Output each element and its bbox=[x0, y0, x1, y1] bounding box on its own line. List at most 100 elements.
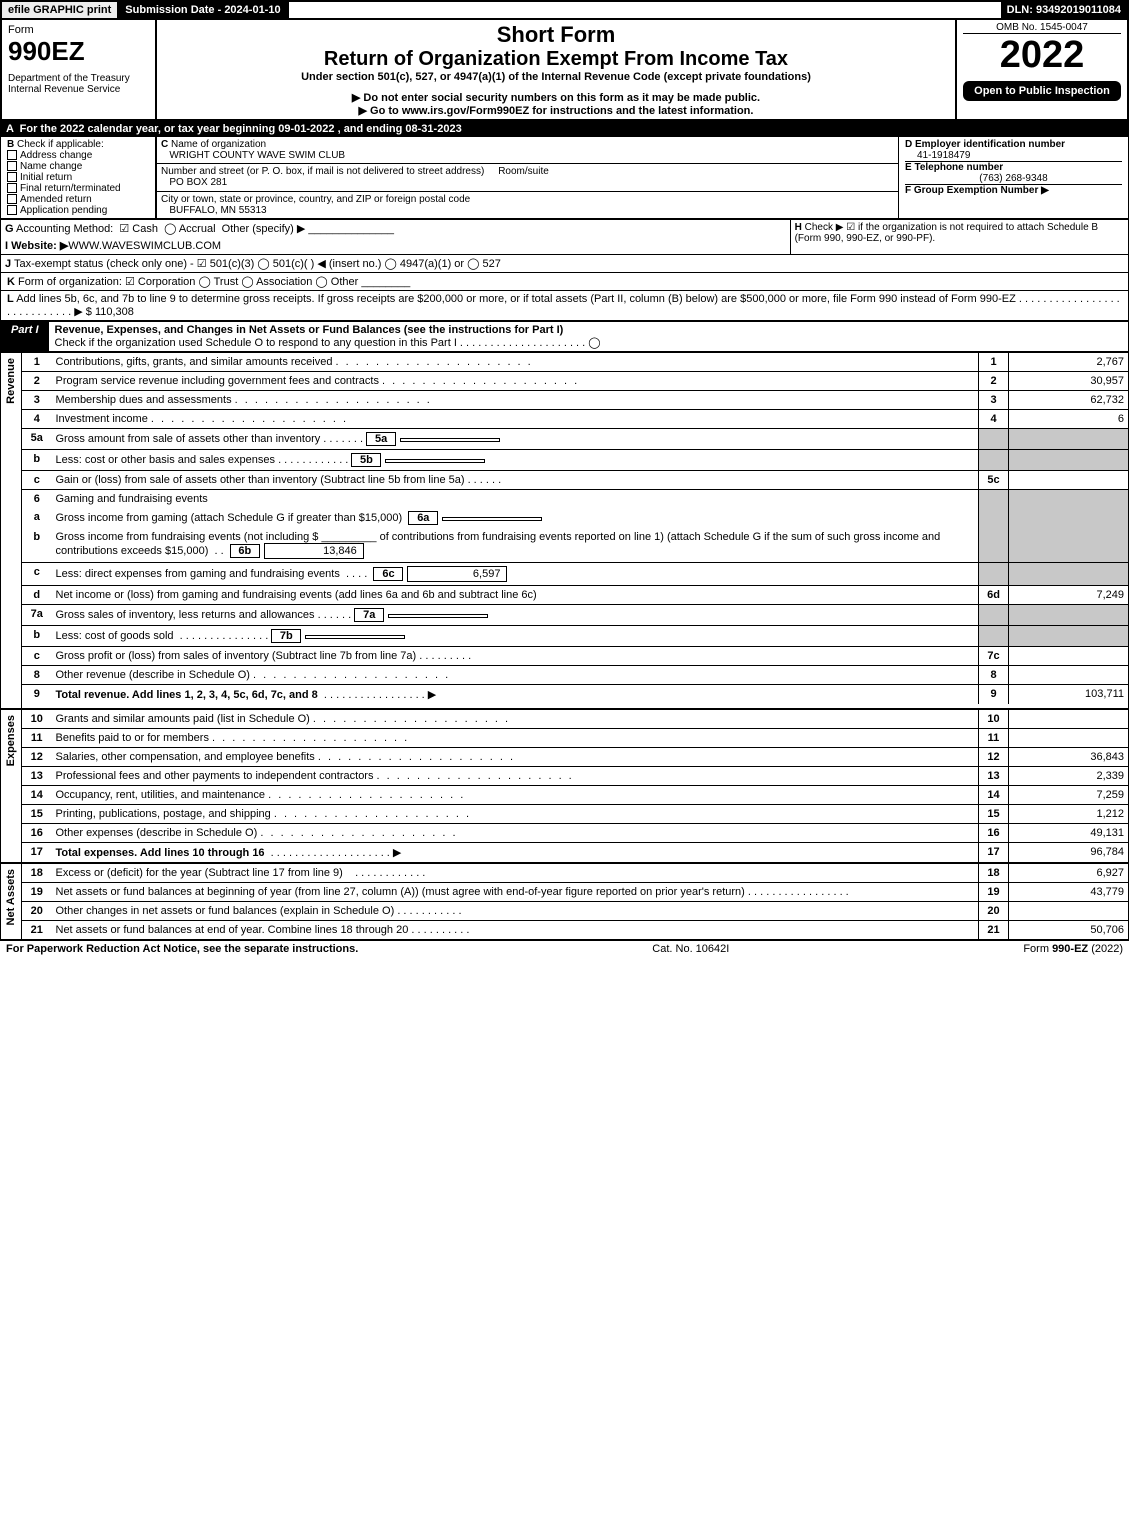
form-number: 990EZ bbox=[8, 36, 149, 67]
k-text: Form of organization: ☑ Corporation ◯ Tr… bbox=[18, 276, 358, 288]
line6b-subval: 13,846 bbox=[264, 543, 364, 559]
line18-text: Excess or (deficit) for the year (Subtra… bbox=[56, 867, 343, 879]
note-ssn: ▶ Do not enter social security numbers o… bbox=[163, 91, 949, 104]
line4-num: 4 bbox=[979, 410, 1009, 429]
line13-amt: 2,339 bbox=[1009, 767, 1129, 786]
line6-text: Gaming and fundraising events bbox=[52, 490, 979, 509]
lines-table: Revenue 1Contributions, gifts, grants, a… bbox=[0, 352, 1129, 940]
side-netassets: Net Assets bbox=[5, 867, 17, 927]
f-label: Group Exemption Number ▶ bbox=[914, 185, 1049, 196]
line5a-subval bbox=[400, 438, 500, 442]
l-row: L Add lines 5b, 6c, and 7b to line 9 to … bbox=[0, 291, 1129, 321]
line19-amt: 43,779 bbox=[1009, 883, 1129, 902]
line6b-text1: Gross income from fundraising events (no… bbox=[56, 531, 319, 543]
subtitle: Under section 501(c), 527, or 4947(a)(1)… bbox=[163, 71, 949, 83]
line1-num: 1 bbox=[979, 353, 1009, 372]
l-text: Add lines 5b, 6c, and 7b to line 9 to de… bbox=[7, 293, 1120, 318]
k-row: K Form of organization: ☑ Corporation ◯ … bbox=[0, 273, 1129, 291]
form-header: Form 990EZ Department of the Treasury In… bbox=[0, 20, 1129, 121]
line2-text: Program service revenue including govern… bbox=[56, 375, 379, 387]
opt-final-return: Final return/terminated bbox=[20, 183, 121, 194]
line3-text: Membership dues and assessments bbox=[56, 394, 232, 406]
submission-date-button[interactable]: Submission Date - 2024-01-10 bbox=[119, 2, 288, 18]
opt-initial-return: Initial return bbox=[20, 172, 72, 183]
line5c-num: 5c bbox=[979, 471, 1009, 490]
line21-amt: 50,706 bbox=[1009, 921, 1129, 940]
top-bar: efile GRAPHIC print Submission Date - 20… bbox=[0, 0, 1129, 20]
line5c-amt bbox=[1009, 471, 1129, 490]
line15-amt: 1,212 bbox=[1009, 805, 1129, 824]
line6d-amt: 7,249 bbox=[1009, 586, 1129, 605]
line14-text: Occupancy, rent, utilities, and maintena… bbox=[56, 789, 266, 801]
line11-num: 11 bbox=[979, 729, 1009, 748]
line3-num: 3 bbox=[979, 391, 1009, 410]
line7c-num: 7c bbox=[979, 647, 1009, 666]
chk-address-change[interactable] bbox=[7, 150, 17, 160]
line21-text: Net assets or fund balances at end of ye… bbox=[56, 924, 409, 936]
line9-amt: 103,711 bbox=[1009, 685, 1129, 705]
open-to-public: Open to Public Inspection bbox=[963, 81, 1121, 101]
line7a-text: Gross sales of inventory, less returns a… bbox=[56, 609, 315, 621]
d-label: Employer identification number bbox=[915, 139, 1065, 150]
chk-final-return[interactable] bbox=[7, 183, 17, 193]
opt-name-change: Name change bbox=[20, 161, 82, 172]
line10-text: Grants and similar amounts paid (list in… bbox=[56, 713, 310, 725]
side-revenue: Revenue bbox=[5, 356, 17, 406]
line2-num: 2 bbox=[979, 372, 1009, 391]
line2-amt: 30,957 bbox=[1009, 372, 1129, 391]
line14-num: 14 bbox=[979, 786, 1009, 805]
omb-number: OMB No. 1545-0047 bbox=[963, 22, 1121, 34]
c-room-label: Room/suite bbox=[498, 166, 549, 177]
line7c-text: Gross profit or (loss) from sales of inv… bbox=[56, 650, 417, 662]
opt-address-change: Address change bbox=[20, 150, 92, 161]
efile-print-button[interactable]: efile GRAPHIC print bbox=[2, 2, 119, 18]
line18-num: 18 bbox=[979, 863, 1009, 883]
h-text: Check ▶ ☑ if the organization is not req… bbox=[795, 222, 1099, 244]
j-text: Tax-exempt status (check only one) - ☑ 5… bbox=[14, 258, 501, 270]
line11-amt bbox=[1009, 729, 1129, 748]
line16-text: Other expenses (describe in Schedule O) bbox=[56, 827, 258, 839]
part1-header: Part I Revenue, Expenses, and Changes in… bbox=[0, 321, 1129, 352]
line5b-text: Less: cost or other basis and sales expe… bbox=[56, 454, 276, 466]
line17-arrow: ▶ bbox=[393, 847, 401, 859]
line18-amt: 6,927 bbox=[1009, 863, 1129, 883]
footer-right: Form 990-EZ (2022) bbox=[1023, 943, 1123, 955]
line15-text: Printing, publications, postage, and shi… bbox=[56, 808, 271, 820]
org-name: WRIGHT COUNTY WAVE SWIM CLUB bbox=[169, 150, 345, 161]
section-a-header: A For the 2022 calendar year, or tax yea… bbox=[0, 121, 1129, 137]
line8-amt bbox=[1009, 666, 1129, 685]
line6d-num: 6d bbox=[979, 586, 1009, 605]
line17-text: Total expenses. Add lines 10 through 16 bbox=[56, 847, 265, 859]
line12-text: Salaries, other compensation, and employ… bbox=[56, 751, 315, 763]
line6b-sublabel: 6b bbox=[230, 544, 260, 558]
line12-amt: 36,843 bbox=[1009, 748, 1129, 767]
line15-num: 15 bbox=[979, 805, 1009, 824]
line6d-text: Net income or (loss) from gaming and fun… bbox=[52, 586, 979, 605]
chk-amended-return[interactable] bbox=[7, 194, 17, 204]
i-label: Website: ▶ bbox=[11, 240, 68, 252]
title-return: Return of Organization Exempt From Incom… bbox=[163, 48, 949, 71]
ghijkl-block: G Accounting Method: ☑ Cash ◯ Accrual Ot… bbox=[0, 219, 1129, 273]
chk-initial-return[interactable] bbox=[7, 172, 17, 182]
line6c-subval: 6,597 bbox=[407, 566, 507, 582]
line12-num: 12 bbox=[979, 748, 1009, 767]
line9-arrow: ▶ bbox=[428, 689, 436, 701]
website-value: WWW.WAVESWIMCLUB.COM bbox=[68, 240, 221, 252]
line7a-sublabel: 7a bbox=[354, 608, 384, 622]
org-address: PO BOX 281 bbox=[169, 177, 227, 188]
chk-application-pending[interactable] bbox=[7, 205, 17, 215]
line6a-text: Gross income from gaming (attach Schedul… bbox=[56, 512, 403, 524]
line20-num: 20 bbox=[979, 902, 1009, 921]
line7b-text: Less: cost of goods sold bbox=[56, 630, 174, 642]
opt-application-pending: Application pending bbox=[20, 205, 107, 216]
line7b-sublabel: 7b bbox=[271, 629, 301, 643]
ein-value: 41-1918479 bbox=[905, 150, 1122, 161]
line5b-sublabel: 5b bbox=[351, 453, 381, 467]
line3-amt: 62,732 bbox=[1009, 391, 1129, 410]
c-city-label: City or town, state or province, country… bbox=[161, 194, 470, 205]
chk-name-change[interactable] bbox=[7, 161, 17, 171]
line6a-sublabel: 6a bbox=[408, 511, 438, 525]
title-short-form: Short Form bbox=[163, 22, 949, 48]
part1-title: Revenue, Expenses, and Changes in Net As… bbox=[55, 324, 564, 336]
footer-left: For Paperwork Reduction Act Notice, see … bbox=[6, 943, 358, 955]
